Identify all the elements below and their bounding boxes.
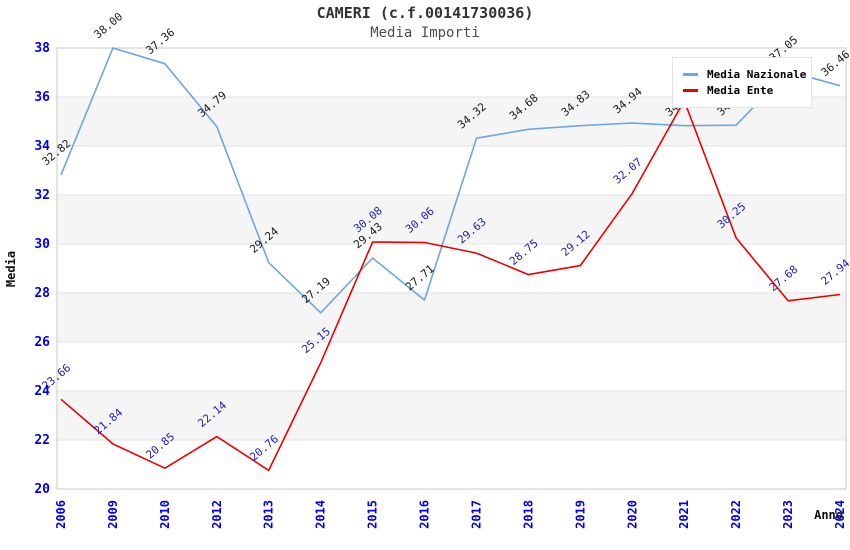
series-line-media-ente	[60, 99, 841, 472]
x-tick-label: 2006	[54, 500, 68, 529]
x-tick-label: 2022	[729, 500, 743, 529]
legend-line-swatch-icon	[683, 89, 698, 92]
y-tick-label: 26	[34, 335, 50, 350]
point-label: 37.36	[143, 26, 177, 57]
x-tick-label: 2009	[106, 500, 120, 529]
x-tick-label: 2019	[573, 500, 587, 529]
x-tick-label: 2016	[418, 500, 432, 529]
x-tick-label: 2017	[470, 500, 484, 529]
x-tick-label: 2021	[677, 500, 691, 529]
chart-title: CAMERI (c.f.00141730036)	[316, 4, 534, 22]
x-tick-label: 2018	[521, 500, 535, 529]
point-label: 36.46	[819, 48, 850, 79]
legend-item: Media Nazionale	[683, 68, 807, 81]
x-axis-title: Anno	[814, 508, 843, 522]
y-tick-label: 22	[34, 433, 50, 448]
series-lines	[60, 47, 841, 472]
legend-item: Media Ente	[683, 84, 803, 97]
y-tick-label: 32	[34, 188, 50, 203]
plot-band	[57, 195, 846, 244]
point-label: 38.00	[91, 10, 125, 41]
y-tick-label: 30	[34, 237, 50, 252]
x-tick-label: 2024	[833, 500, 847, 529]
legend-label: Media Nazionale	[707, 68, 807, 81]
x-axis-tick-labels: 2006 2009 2010 2012 2013 2014 2015 2016 2017 2018…	[54, 500, 847, 529]
x-tick-label: 2014	[314, 500, 328, 529]
y-tick-label: 34	[34, 139, 50, 154]
series-line-media-nazionale	[60, 47, 841, 314]
y-tick-label: 38	[34, 41, 50, 56]
plot-bands	[57, 97, 846, 440]
y-tick-label: 20	[34, 482, 50, 497]
y-tick-label: 36	[34, 90, 50, 105]
x-tick-label: 2010	[158, 500, 172, 529]
legend-label: Media Ente	[707, 84, 774, 97]
point-label: 27.68	[767, 263, 801, 294]
chart-subtitle: Media Importi	[370, 25, 480, 41]
point-label: 27.94	[819, 256, 850, 287]
y-axis-title: Media	[4, 251, 18, 287]
plot-band	[57, 391, 846, 440]
x-tick-label: 2023	[781, 500, 795, 529]
x-tick-label: 2015	[366, 500, 380, 529]
y-tick-label: 28	[34, 286, 50, 301]
y-tick-label: 24	[34, 384, 50, 399]
x-tick-label: 2020	[625, 500, 639, 529]
x-tick-label: 2013	[262, 500, 276, 529]
y-axis-tick-labels: 38 36 34 32 30 28 26 24 22 20	[34, 41, 50, 497]
plot-border	[56, 47, 847, 490]
chart-legend: Media Nazionale Media Ente	[672, 57, 812, 108]
x-tick-label: 2012	[210, 500, 224, 529]
plot-band	[57, 293, 846, 342]
legend-line-swatch-icon	[683, 73, 698, 76]
